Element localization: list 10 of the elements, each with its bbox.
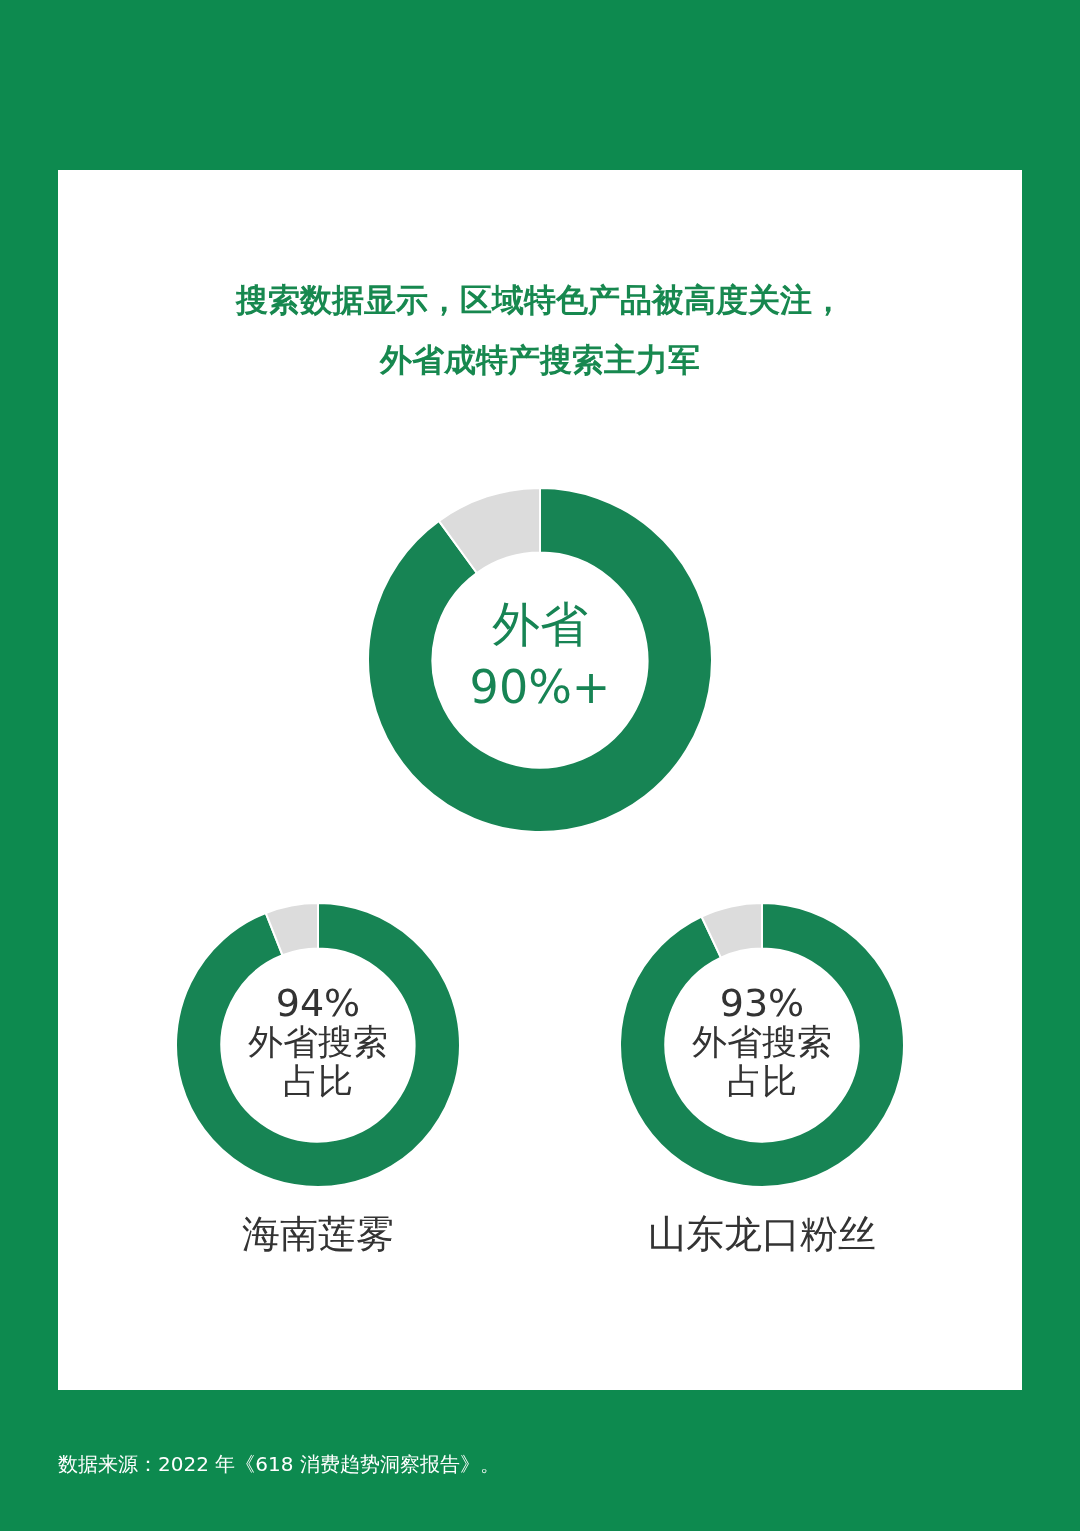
slice-label: 外省搜索占比 [692,1022,832,1102]
chart-title: 搜索数据显示，区域特色产品被高度关注，外省成特产搜索主力军 [234,280,845,381]
source-note: 数据来源：2022 年《618 消费趋势洞察报告》。 [58,1451,501,1478]
data-label: 90%+ [469,659,611,714]
text: 山东龙口粉丝 [647,1211,877,1258]
slice-label: 外省 [492,596,588,653]
data-label: 94% [275,980,361,1025]
text: 海南莲雾 [241,1211,395,1258]
slice-label: 外省搜索占比 [248,1022,388,1102]
data-label: 93% [719,980,805,1025]
